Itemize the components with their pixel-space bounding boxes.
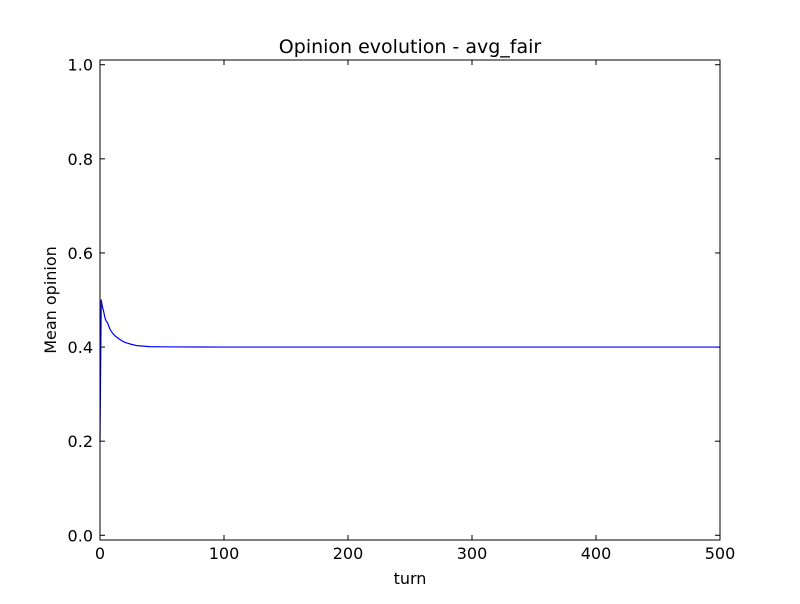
series-layer	[99, 299, 720, 442]
y-axis-label: Mean opinion	[41, 246, 60, 354]
y-tick-label: 0.6	[68, 244, 93, 263]
y-tick-label: 0.8	[68, 150, 93, 169]
x-tick-label: 0	[95, 544, 105, 563]
x-axis-label: turn	[394, 569, 427, 588]
y-tick-label: 0.4	[68, 338, 93, 357]
y-tick-label: 1.0	[68, 56, 93, 75]
series-line	[99, 299, 720, 442]
tick-layer: 0 100 200 300 400 500 0.0 0.2 0.4 0.6 0.8 1.0	[68, 56, 736, 563]
x-tick-label: 300	[457, 544, 488, 563]
y-tick-label: 0.2	[68, 432, 93, 451]
y-tick-label: 0.0	[68, 526, 93, 545]
x-tick-label: 500	[705, 544, 736, 563]
chart-title: Opinion evolution - avg_fair	[279, 36, 542, 58]
x-tick-label: 400	[581, 544, 612, 563]
x-tick-label: 200	[333, 544, 364, 563]
plot-area-frame	[99, 59, 721, 541]
x-tick-label: 100	[209, 544, 240, 563]
